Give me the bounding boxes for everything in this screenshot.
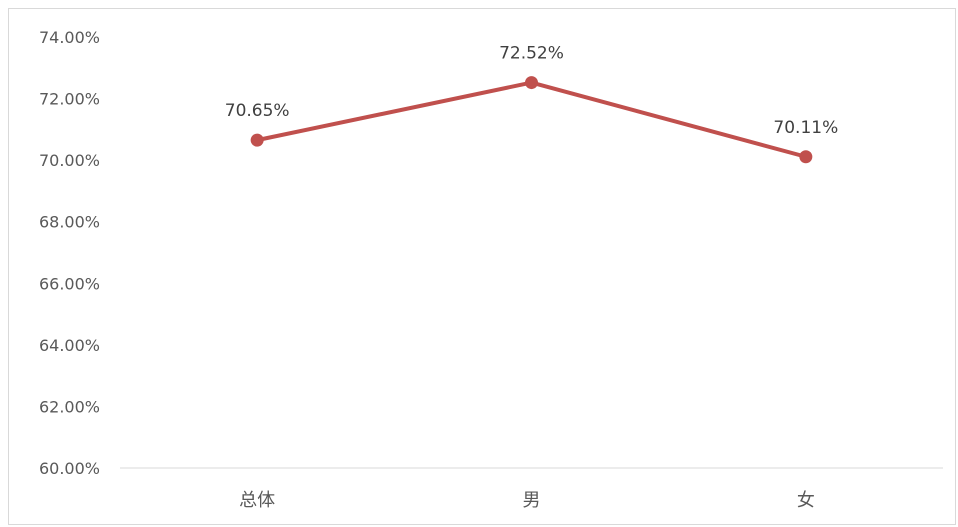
axis-layer: 60.00% 62.00% 64.00% 66.00% 68.00% 70.00% 72.0… <box>39 28 943 511</box>
y-tick-label: 64.00% <box>39 336 100 355</box>
series-line <box>255 80 808 159</box>
data-point <box>250 133 264 147</box>
y-tick-label: 74.00% <box>39 28 100 47</box>
y-tick-label: 60.00% <box>39 459 100 478</box>
label-layer: 70.65% 72.52% 70.11% <box>225 44 838 138</box>
data-label: 70.11% <box>773 118 838 138</box>
data-label: 72.52% <box>499 44 564 64</box>
y-tick-label: 66.00% <box>39 274 100 293</box>
data-point <box>799 150 813 164</box>
y-tick-label: 62.00% <box>39 397 100 416</box>
x-category-label: 男 <box>523 490 541 511</box>
y-tick-label: 70.00% <box>39 151 100 170</box>
x-category-label: 女 <box>797 490 815 511</box>
y-tick-label: 72.00% <box>39 90 100 109</box>
data-point <box>525 76 538 90</box>
x-category-label: 总体 <box>239 490 275 511</box>
y-tick-label: 68.00% <box>39 213 100 232</box>
series-layer <box>250 76 813 164</box>
data-label: 70.65% <box>225 101 290 121</box>
